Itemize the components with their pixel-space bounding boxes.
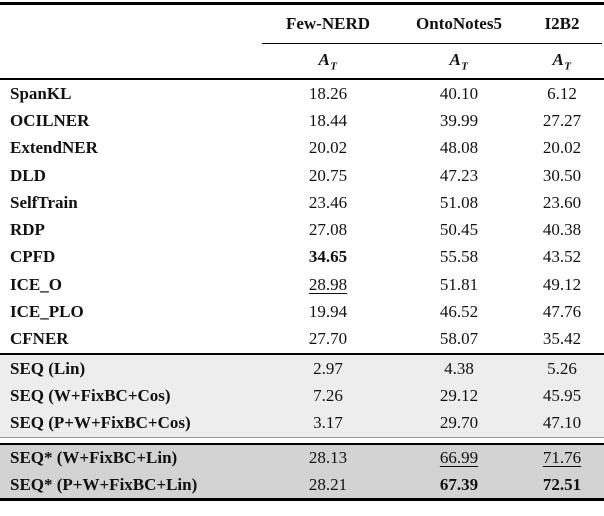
cell-value: 58.07 <box>439 329 479 349</box>
top-rule <box>0 2 604 5</box>
cell-value: 27.70 <box>308 329 348 349</box>
cell-value: 45.95 <box>542 385 582 405</box>
row-label: ICE_O <box>10 274 62 294</box>
cell-value: 55.58 <box>439 247 479 267</box>
table-row: SEQ (W+FixBC+Cos) 7.26 29.12 45.95 <box>0 382 604 409</box>
section-baselines: SpanKL 18.26 40.10 6.12 OCILNER 18.44 39.99 27.… <box>0 80 604 353</box>
dataset-header-row: Few-NERD OntoNotes5 I2B2 <box>0 5 604 43</box>
cell-value: 48.08 <box>439 138 479 158</box>
table-row: CPFD 34.65 55.58 43.52 <box>0 244 604 271</box>
cell-value: 2.97 <box>313 358 343 378</box>
cell-value: 29.70 <box>439 413 479 433</box>
cell-value: 40.10 <box>439 83 479 103</box>
cell-value: 4.38 <box>444 358 474 378</box>
cell-value: 7.26 <box>313 385 343 405</box>
cell-value: 50.45 <box>439 220 479 240</box>
header-i2b2: I2B2 <box>544 14 580 33</box>
cell-value: 72.51 <box>542 474 582 494</box>
cell-value: 35.42 <box>542 329 582 349</box>
row-label: RDP <box>10 220 45 240</box>
header-few-nerd: Few-NERD <box>285 14 371 33</box>
cell-value: 28.13 <box>308 448 348 468</box>
table-row: SEQ (P+W+FixBC+Cos) 3.17 29.70 47.10 <box>0 410 604 437</box>
cell-value: 66.99 <box>439 448 479 468</box>
cell-value: 30.50 <box>542 165 582 185</box>
cell-value: 20.75 <box>308 165 348 185</box>
cell-value: 67.39 <box>439 474 479 494</box>
row-label: SEQ* (W+FixBC+Lin) <box>10 448 178 468</box>
cell-value: 47.76 <box>542 302 582 322</box>
cell-value: 51.08 <box>439 192 479 212</box>
cell-value: 27.27 <box>542 110 582 130</box>
table-row: SEQ* (W+FixBC+Lin) 28.13 66.99 71.76 <box>0 445 604 472</box>
midrule-above-seq <box>0 352 604 355</box>
table-row: OCILNER 18.44 39.99 27.27 <box>0 107 604 134</box>
cell-value: 27.08 <box>308 220 348 240</box>
seq-section-edge-line <box>0 436 604 438</box>
cell-value: 19.94 <box>308 302 348 322</box>
bottom-rule <box>0 497 604 501</box>
row-label: CFNER <box>10 329 69 349</box>
cell-value: 20.02 <box>542 138 582 158</box>
table-row: ICE_O 28.98 51.81 49.12 <box>0 271 604 298</box>
row-label: OCILNER <box>10 110 90 130</box>
cell-value: 34.65 <box>308 247 348 267</box>
table-row: ICE_PLO 19.94 46.52 47.76 <box>0 298 604 325</box>
cell-value: 23.46 <box>308 192 348 212</box>
cell-value: 6.12 <box>547 83 577 103</box>
table-row: RDP 27.08 50.45 40.38 <box>0 216 604 243</box>
metric-i2b2: AT <box>552 49 572 73</box>
row-label: SEQ (W+FixBC+Cos) <box>10 385 171 405</box>
section-gap <box>0 437 604 443</box>
table-row: SpanKL 18.26 40.10 6.12 <box>0 80 604 107</box>
cell-value: 71.76 <box>542 448 582 468</box>
row-label: SEQ (Lin) <box>10 358 86 378</box>
table-row: SelfTrain 23.46 51.08 23.60 <box>0 189 604 216</box>
row-label: SEQ (P+W+FixBC+Cos) <box>10 413 191 433</box>
table-row: SEQ* (P+W+FixBC+Lin) 28.21 67.39 72.51 <box>0 471 604 498</box>
row-label: ExtendNER <box>10 138 98 158</box>
row-label: ICE_PLO <box>10 302 84 322</box>
metric-header-row: AT AT AT <box>0 44 604 78</box>
cell-value: 40.38 <box>542 220 582 240</box>
section-seq-star: SEQ* (W+FixBC+Lin) 28.13 66.99 71.76 SEQ* (P… <box>0 444 604 498</box>
cell-value: 23.60 <box>542 192 582 212</box>
cell-value: 20.02 <box>308 138 348 158</box>
cell-value: 3.17 <box>313 413 343 433</box>
cell-value: 18.26 <box>308 83 348 103</box>
cell-value: 29.12 <box>439 385 479 405</box>
section-seq: SEQ (Lin) 2.97 4.38 5.26 SEQ (W+FixBC+Cos) 7.… <box>0 354 604 437</box>
cell-value: 28.98 <box>308 274 348 294</box>
row-label: DLD <box>10 165 46 185</box>
metric-few-nerd: AT <box>318 49 338 73</box>
table-row: SEQ (Lin) 2.97 4.38 5.26 <box>0 355 604 382</box>
cell-value: 28.21 <box>308 474 348 494</box>
row-label: SpanKL <box>10 83 72 103</box>
cell-value: 47.23 <box>439 165 479 185</box>
row-label: SelfTrain <box>10 192 78 212</box>
table-row: ExtendNER 20.02 48.08 20.02 <box>0 135 604 162</box>
cell-value: 39.99 <box>439 110 479 130</box>
cell-value: 49.12 <box>542 274 582 294</box>
header-bottom-rule <box>0 78 604 80</box>
table-row: DLD 20.75 47.23 30.50 <box>0 162 604 189</box>
cell-value: 46.52 <box>439 302 479 322</box>
row-label: SEQ* (P+W+FixBC+Lin) <box>10 474 198 494</box>
cell-value: 47.10 <box>542 413 582 433</box>
cell-value: 43.52 <box>542 247 582 267</box>
cell-value: 5.26 <box>547 358 577 378</box>
header-ontonotes5: OntoNotes5 <box>416 14 502 33</box>
cell-value: 51.81 <box>439 274 479 294</box>
midrule-above-seq-star <box>0 442 604 445</box>
table-row: CFNER 27.70 58.07 35.42 <box>0 326 604 353</box>
cell-value: 18.44 <box>308 110 348 130</box>
header-cmidrule <box>262 43 602 44</box>
row-label: CPFD <box>10 247 56 267</box>
metric-ontonotes5: AT <box>449 49 469 73</box>
